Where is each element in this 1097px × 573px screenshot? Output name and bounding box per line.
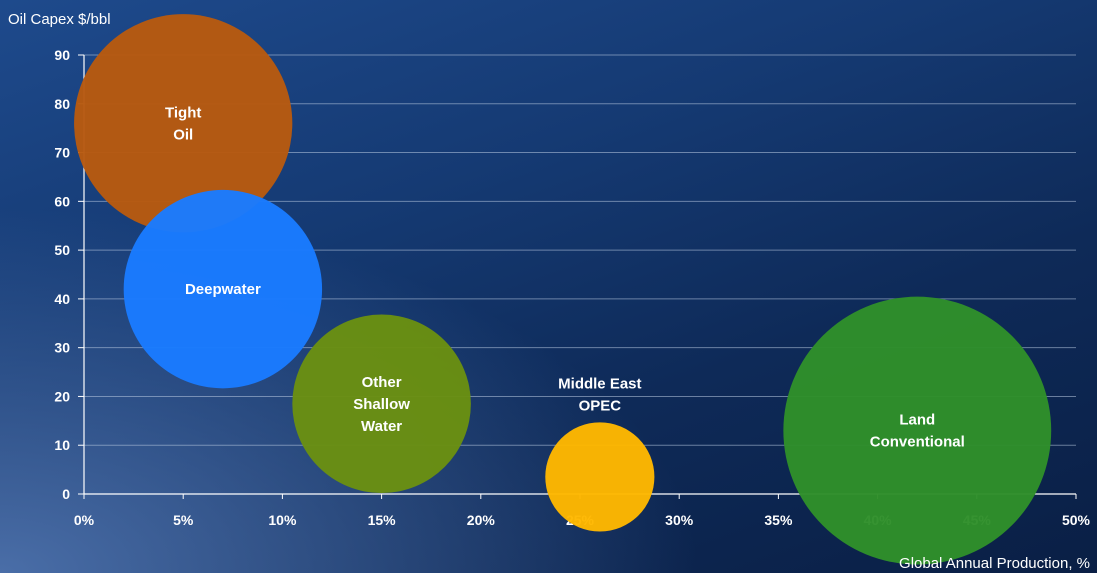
x-tick-label: 10% [268, 512, 297, 528]
bubble-other-shallow-water [292, 314, 471, 494]
x-tick-label: 30% [665, 512, 694, 528]
x-tick-label: 0% [74, 512, 95, 528]
bubble-label-other-shallow-water: Other Shallow Water [353, 374, 410, 435]
bubble-label-deepwater: Deepwater [185, 281, 261, 298]
y-tick-label: 0 [62, 486, 70, 502]
y-tick-label: 20 [54, 388, 70, 404]
y-tick-label: 50 [54, 242, 70, 258]
x-tick-label: 5% [173, 512, 194, 528]
x-tick-label: 50% [1062, 512, 1091, 528]
y-tick-label: 30 [54, 340, 70, 356]
y-tick-label: 90 [54, 47, 70, 63]
bubble-deepwater [123, 189, 323, 389]
bubbles: Tight Oil Deepwater Other Shallow Water Middle… [74, 14, 1052, 565]
y-tick-label: 80 [54, 96, 70, 112]
bubble-label-tight-oil: Tight Oil [165, 104, 201, 143]
bubble-middle-east-opec [545, 422, 655, 532]
y-tick-label: 70 [54, 145, 70, 161]
x-tick-label: 20% [467, 512, 496, 528]
x-axis-label: Global Annual Production, % [899, 555, 1090, 572]
y-axis-label: Oil Capex $/bbl [8, 11, 111, 28]
y-tick-label: 60 [54, 193, 70, 209]
bubble-land-conventional [783, 296, 1052, 565]
x-tick-label: 35% [764, 512, 793, 528]
y-tick-label: 40 [54, 291, 70, 307]
y-tick-label: 10 [54, 437, 70, 453]
x-tick-label: 15% [368, 512, 397, 528]
bubble-label-middle-east-opec: Middle East OPEC [558, 375, 641, 414]
bubble-tight-oil [74, 14, 293, 233]
bubble-label-land-conventional: Land Conventional [870, 412, 965, 451]
